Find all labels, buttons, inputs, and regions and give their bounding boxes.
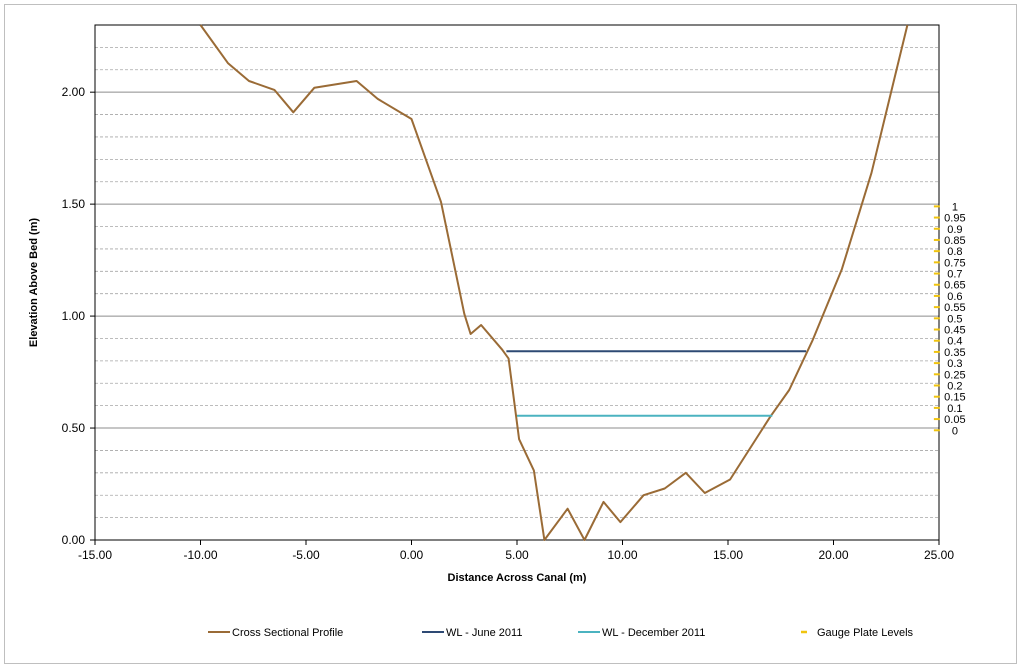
- x-tick-label: -15.00: [78, 548, 112, 562]
- gauge-plate-label: 0.3: [947, 358, 962, 370]
- gauge-plate-label: 0.65: [944, 280, 965, 292]
- legend: Cross Sectional Profile WL - June 2011 WL …: [208, 627, 914, 639]
- y-tick-label: 0.00: [62, 533, 86, 547]
- gauge-plate-label: 0: [952, 425, 958, 437]
- gauge-plate-label: 0.25: [944, 369, 965, 381]
- gauge-plate-label: 0.75: [944, 257, 965, 269]
- gauge-plate-label: 0.6: [947, 291, 962, 303]
- legend-label: WL - June 2011: [446, 627, 522, 639]
- y-axis-tick-labels: 0.00 0.50 1.00 1.50 2.00: [62, 85, 95, 547]
- gauge-plate-label: 0.1: [947, 403, 962, 415]
- gauge-plate-label: 0.7: [947, 269, 962, 281]
- gauge-plate-label: 0.2: [947, 381, 962, 393]
- legend-label: Gauge Plate Levels: [817, 627, 914, 639]
- major-gridlines: [95, 91, 939, 429]
- gauge-plate-label: 0.5: [947, 313, 962, 325]
- y-axis-title: Elevation Above Bed (m): [28, 218, 40, 348]
- gauge-plate-label: 0.15: [944, 392, 965, 404]
- x-tick-label: -5.00: [292, 548, 320, 562]
- legend-label: Cross Sectional Profile: [232, 627, 343, 639]
- gauge-plate-label: 0.45: [944, 325, 965, 337]
- minor-gridlines: [95, 24, 939, 519]
- gauge-plate-label: 0.9: [947, 224, 962, 236]
- plot-area: [94, 24, 940, 541]
- gauge-plate-label: 0.85: [944, 235, 965, 247]
- chart-frame: [4, 4, 1017, 664]
- x-tick-label: 5.00: [505, 548, 529, 562]
- series-line-0: [199, 24, 909, 541]
- x-tick-label: 0.00: [400, 548, 424, 562]
- gauge-plate-label: 0.55: [944, 302, 965, 314]
- gauge-plate-label: 0.4: [947, 336, 962, 348]
- gauge-plate-label: 0.95: [944, 213, 965, 225]
- x-tick-label: -10.00: [183, 548, 217, 562]
- legend-label: WL - December 2011: [602, 627, 705, 639]
- series-layer: [199, 24, 909, 541]
- y-tick-label: 1.00: [62, 309, 86, 323]
- x-tick-label: 20.00: [818, 548, 848, 562]
- x-tick-label: 15.00: [713, 548, 743, 562]
- x-tick-label: 25.00: [924, 548, 954, 562]
- y-tick-label: 2.00: [62, 85, 86, 99]
- gauge-plate-label: 1: [952, 201, 958, 213]
- y-tick-label: 0.50: [62, 421, 86, 435]
- gauge-plate-label: 0.05: [944, 414, 965, 426]
- x-axis-tick-labels: -15.00 -10.00 -5.00 0.00 5.00 10.00 15.00 20.00…: [78, 540, 954, 562]
- gauge-plate-label: 0.8: [947, 246, 962, 258]
- gauge-plate-label: 0.35: [944, 347, 965, 359]
- y-tick-label: 1.50: [62, 197, 86, 211]
- gauge-plate-levels: 00.050.10.150.20.250.30.350.40.450.50.55…: [933, 201, 966, 437]
- x-tick-label: 10.00: [607, 548, 637, 562]
- x-axis-title: Distance Across Canal (m): [448, 572, 587, 584]
